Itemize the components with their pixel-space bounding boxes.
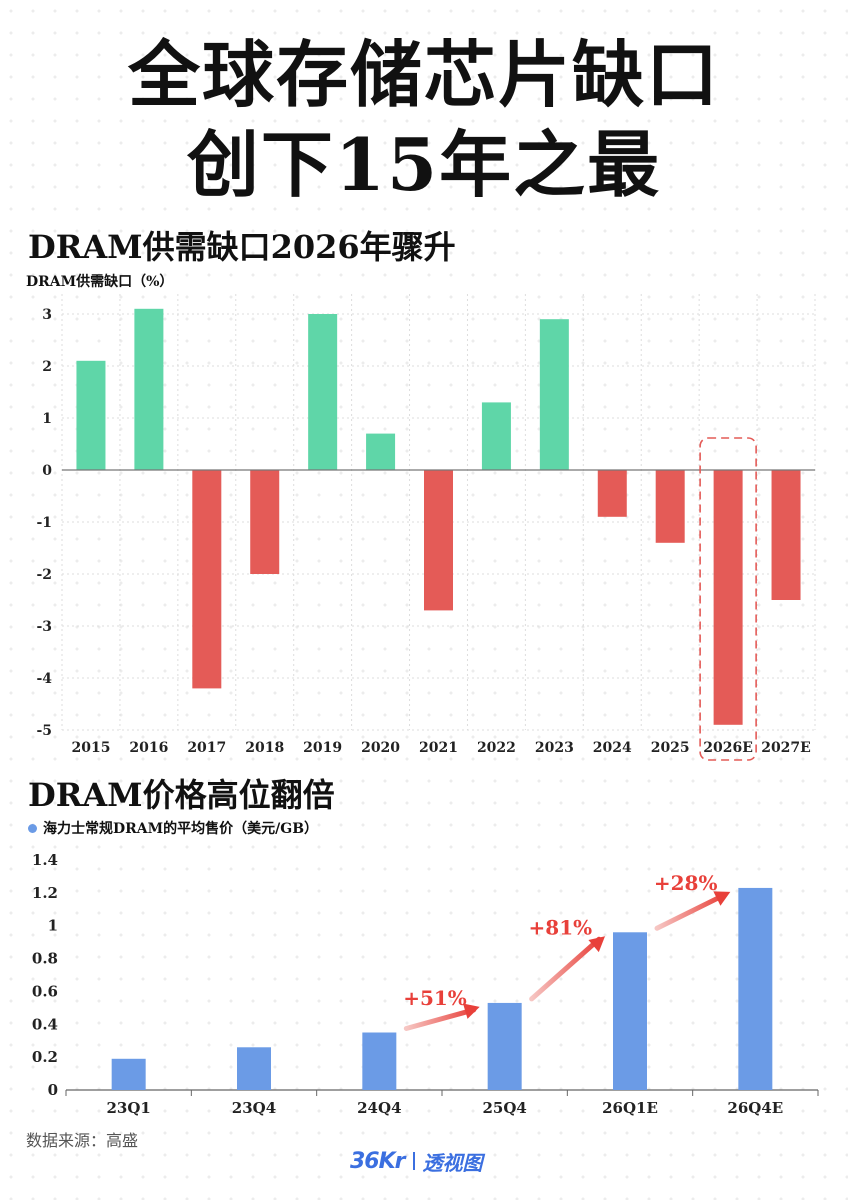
bar-2019	[308, 314, 338, 470]
growth-annotation-1: +51%	[403, 986, 480, 1031]
bar-2025	[655, 470, 685, 543]
bar-2027E	[771, 470, 801, 600]
x-tick-label: 2022	[477, 740, 516, 756]
y-tick-label: 0.2	[32, 1048, 58, 1066]
x-tick-label: 2017	[187, 740, 226, 756]
gap-chart-title: DRAM供需缺口2026年骤升	[28, 228, 456, 266]
y-tick-label: -3	[36, 619, 52, 635]
bar-2024	[597, 470, 627, 517]
x-tick-label: 2021	[419, 740, 458, 756]
x-tick-label: 25Q4	[482, 1099, 526, 1117]
x-tick-label: 2019	[303, 740, 342, 756]
x-tick-label: 24Q4	[357, 1099, 401, 1117]
y-tick-label: 1	[48, 917, 58, 935]
bar-25Q4	[487, 1002, 522, 1090]
x-tick-label: 2016	[129, 740, 168, 756]
x-tick-label: 2025	[651, 740, 690, 756]
price-chart-legend: 海力士常规DRAM的平均售价（美元/GB）	[28, 818, 318, 838]
x-tick-label: 23Q1	[106, 1099, 150, 1117]
price-chart-title: DRAM价格高位翻倍	[28, 776, 335, 814]
growth-annotation-2: +81%	[529, 915, 605, 1002]
bar-24Q4	[362, 1032, 397, 1090]
legend-label: 海力士常规DRAM的平均售价（美元/GB）	[43, 821, 319, 837]
y-tick-label: 0	[42, 463, 52, 479]
x-tick-label: 2024	[593, 740, 632, 756]
gap-chart-unit-label: DRAM供需缺口（%）	[26, 274, 174, 290]
bar-2021	[424, 470, 453, 611]
growth-label: +51%	[403, 986, 467, 1010]
bar-2017	[192, 470, 222, 689]
price-chart: 0 0.2 0.4 0.6 0.8 1 1.2 1.4 23Q1 23Q4 24Q4 25Q4 26Q1…	[32, 851, 819, 1117]
brand-36kr-logo: 36Kr	[350, 1148, 406, 1174]
y-tick-label: 0.6	[32, 982, 58, 1000]
bar-2015	[76, 360, 106, 470]
gap-chart: 3 2 1 0 -1 -2 -3 -4 -5 2015 2016 2017 2018 2019 2020 20…	[36, 294, 816, 761]
main-title-line2: 创下15年之最	[186, 122, 662, 207]
bar-23Q4	[237, 1047, 271, 1090]
growth-arrow-head	[463, 1003, 480, 1019]
x-tick-label: 26Q4E	[727, 1099, 783, 1117]
growth-arrow-head	[588, 936, 605, 953]
main-title-line1: 全球存储芯片缺口	[127, 32, 720, 117]
bar-23Q1	[111, 1058, 146, 1090]
x-tick-label: 2018	[245, 740, 284, 756]
y-tick-label: 0	[48, 1081, 58, 1099]
y-tick-label: 0.4	[32, 1015, 58, 1033]
growth-label: +28%	[654, 871, 718, 895]
bar-26Q4E	[738, 887, 773, 1090]
legend-swatch	[28, 823, 37, 833]
x-tick-label: 2020	[361, 740, 400, 756]
x-tick-label: 2026E	[703, 740, 753, 756]
y-tick-label: -2	[36, 567, 52, 583]
main-title: 全球存储芯片缺口 创下15年之最	[0, 30, 848, 210]
x-tick-label: 23Q4	[232, 1099, 276, 1117]
x-tick-label: 2023	[535, 740, 574, 756]
growth-arrow-head	[713, 891, 731, 906]
brand-name: 透视图	[422, 1150, 483, 1175]
bar-2016	[134, 308, 164, 470]
x-tick-label: 26Q1E	[602, 1099, 658, 1117]
brand-logo: 36Kr 透视图	[350, 1144, 483, 1178]
bar-2018	[250, 470, 280, 574]
x-tick-label: 2015	[71, 740, 110, 756]
y-tick-label: 0.8	[32, 950, 58, 968]
y-tick-label: 2	[42, 359, 52, 375]
y-tick-label: -4	[36, 671, 52, 687]
growth-arrow-shaft	[654, 892, 727, 931]
y-tick-label: -5	[36, 723, 52, 739]
growth-label: +81%	[529, 915, 593, 939]
y-tick-label: 3	[42, 307, 52, 323]
y-tick-label: 1.4	[32, 851, 58, 869]
y-tick-label: 1.2	[32, 884, 58, 902]
bar-2020	[366, 433, 396, 470]
bar-2022	[481, 402, 511, 470]
bar-2023	[539, 319, 569, 470]
x-tick-label: 2027E	[761, 740, 811, 756]
bar-2026E	[713, 470, 743, 725]
brand-separator	[412, 1152, 415, 1170]
highlight-box	[699, 437, 757, 761]
y-tick-label: 1	[42, 411, 52, 427]
growth-arrow-shaft	[403, 1007, 477, 1031]
y-tick-label: -1	[36, 515, 52, 531]
growth-arrow-shaft	[529, 936, 602, 1002]
growth-annotation-3: +28%	[654, 871, 731, 931]
bar-26Q1E	[613, 932, 647, 1090]
data-source: 数据来源：高盛	[26, 1131, 139, 1150]
